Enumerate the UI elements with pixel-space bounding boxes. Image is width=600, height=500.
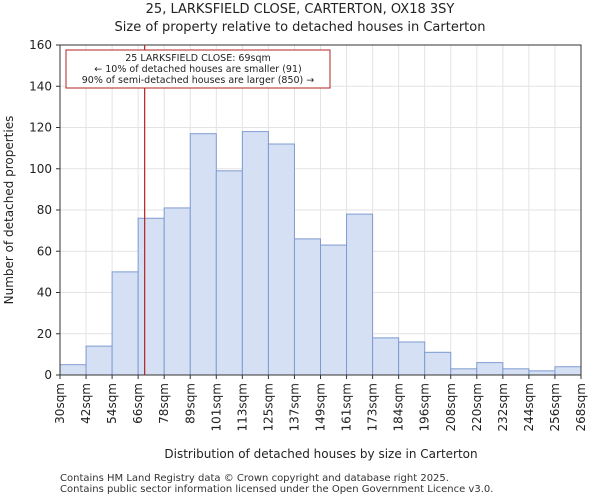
histogram-bar xyxy=(267,143,295,376)
histogram-bar xyxy=(554,366,582,376)
x-tick-label: 89sqm xyxy=(183,383,197,424)
x-axis-label: Distribution of detached houses by size … xyxy=(164,447,477,461)
x-tick-label: 244sqm xyxy=(522,383,536,431)
histogram-bar xyxy=(450,368,478,376)
histogram-chart: 0 20 40 60 80 100 120 140 160 30sqm 42sqm 54sqm 66s… xyxy=(2,38,588,461)
annotation-box xyxy=(65,49,331,89)
x-tick-label: 113sqm xyxy=(235,383,249,431)
x-tick-label: 256sqm xyxy=(548,383,562,431)
histogram-bar xyxy=(476,362,504,376)
x-tick-label: 42sqm xyxy=(79,383,93,424)
y-tick-label: 120 xyxy=(29,121,52,135)
footer-copyright: Contains HM Land Registry data © Crown c… xyxy=(60,473,449,484)
annotation-text: 90% of semi-detached houses are larger (… xyxy=(82,75,315,86)
y-tick-label: 100 xyxy=(29,162,52,176)
x-tick-label: 125sqm xyxy=(261,383,275,431)
histogram-bar xyxy=(424,351,452,376)
y-tick-label: 60 xyxy=(37,244,52,258)
footer-licence: Contains public sector information licen… xyxy=(60,484,494,495)
y-tick-label: 20 xyxy=(37,327,52,341)
x-tick-label: 161sqm xyxy=(340,383,354,431)
histogram-bar xyxy=(85,345,113,376)
histogram-bar xyxy=(502,368,530,376)
x-tick-label: 196sqm xyxy=(418,383,432,431)
y-tick-label: 80 xyxy=(37,203,52,217)
y-tick-label: 140 xyxy=(29,79,52,93)
y-axis-label: Number of detached properties xyxy=(2,116,16,305)
y-tick-label: 0 xyxy=(44,368,52,382)
x-tick-label: 30sqm xyxy=(53,383,67,424)
histogram-bar xyxy=(372,337,400,376)
x-tick-label: 78sqm xyxy=(157,383,171,424)
annotation-text: ← 10% of detached houses are smaller (91… xyxy=(94,64,301,75)
chart-title: 25, LARKSFIELD CLOSE, CARTERTON, OX18 3S… xyxy=(145,2,455,17)
x-tick-label: 101sqm xyxy=(209,383,223,431)
y-tick-label: 160 xyxy=(29,38,52,52)
histogram-bar xyxy=(163,207,191,376)
histogram-bar xyxy=(528,370,556,376)
histogram-bar xyxy=(241,131,269,376)
histogram-bar xyxy=(111,271,139,376)
x-tick-label: 54sqm xyxy=(105,383,119,424)
x-tick-label: 268sqm xyxy=(574,383,588,431)
x-tick-label: 137sqm xyxy=(287,383,301,431)
x-tick-label: 173sqm xyxy=(366,383,380,431)
x-tick-label: 220sqm xyxy=(470,383,484,431)
histogram-bar xyxy=(59,364,87,376)
annotation-text: 25 LARKSFIELD CLOSE: 69sqm xyxy=(125,53,271,64)
x-tick-label: 184sqm xyxy=(392,383,406,431)
histogram-bar xyxy=(398,341,426,376)
histogram-bar xyxy=(137,217,165,376)
histogram-bar xyxy=(189,133,217,376)
x-tick-label: 232sqm xyxy=(496,383,510,431)
chart-subtitle: Size of property relative to detached ho… xyxy=(114,20,486,35)
x-tick-label: 66sqm xyxy=(131,383,145,424)
histogram-bar xyxy=(346,213,374,376)
y-tick-label: 40 xyxy=(37,286,52,300)
histogram-bar xyxy=(293,238,322,376)
x-tick-label: 149sqm xyxy=(314,383,328,431)
histogram-bar xyxy=(215,170,243,376)
histogram-bar xyxy=(320,244,348,376)
x-tick-label: 208sqm xyxy=(444,383,458,431)
